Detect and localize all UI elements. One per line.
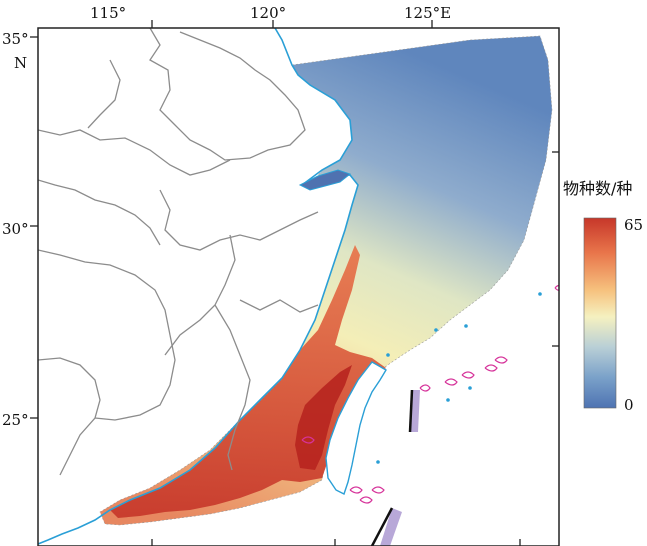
north-label: N [14, 54, 27, 72]
yangtze-estuary [298, 169, 352, 191]
province-borders [38, 28, 319, 476]
taiwan-island [325, 361, 387, 495]
island-dots [376, 292, 542, 464]
x-tick-label: 115° [90, 4, 126, 22]
legend-min-label: 0 [624, 396, 634, 414]
strait-hotspot [295, 365, 352, 470]
frame-ticks [30, 20, 559, 546]
mainland-coastline [38, 28, 359, 545]
y-tick-label: 30° [2, 220, 29, 238]
x-tick-label: 125°E [404, 4, 451, 22]
y-tick-label: 35° [2, 30, 29, 48]
offshore-islands [301, 284, 559, 504]
map-frame [37, 27, 560, 546]
sea-richness-region [99, 35, 553, 526]
legend-colorbar [583, 217, 617, 409]
legend-title: 物种数/种 [563, 179, 632, 198]
y-tick-label: 25° [2, 411, 29, 429]
boundary-lines [370, 389, 420, 546]
x-tick-label: 120° [250, 4, 286, 22]
legend-max-label: 65 [624, 216, 643, 234]
legend: 物种数/种 65 0 [563, 179, 643, 414]
map-body [38, 28, 559, 546]
